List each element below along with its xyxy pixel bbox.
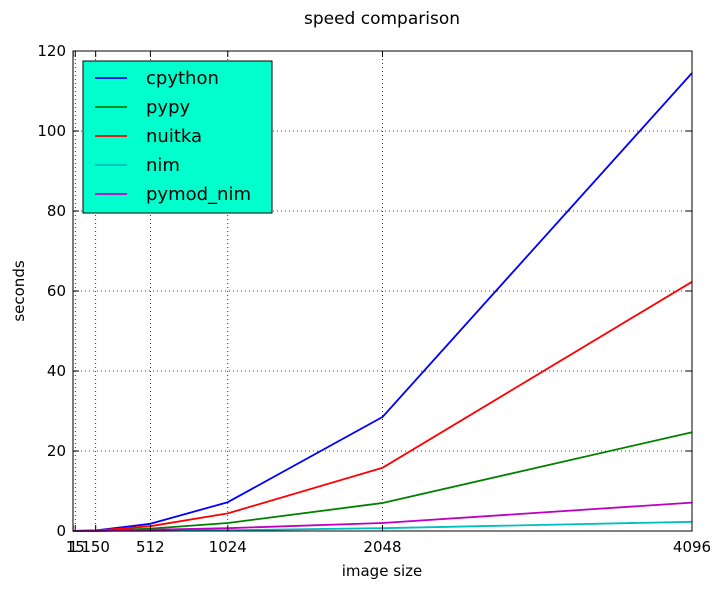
y-tick-label: 120 — [37, 42, 66, 60]
y-tick-label: 80 — [47, 202, 66, 220]
x-axis-label: image size — [342, 562, 423, 580]
legend-label-pymod_nim: pymod_nim — [146, 184, 251, 205]
x-tick-label: 4096 — [673, 538, 711, 556]
legend-label-cpython: cpython — [146, 68, 219, 89]
x-tick-label: 1024 — [209, 538, 247, 556]
legend-label-pypy: pypy — [146, 97, 191, 118]
y-tick-label: 100 — [37, 122, 66, 140]
x-tick-label: 2048 — [363, 538, 401, 556]
x-tick-label: 150 — [81, 538, 110, 556]
legend: cpython pypy nuitka nim pymod_nim — [82, 60, 273, 214]
chart-title: speed comparison — [304, 9, 460, 29]
y-axis-label: seconds — [10, 260, 28, 321]
x-tick-label: 512 — [136, 538, 165, 556]
tick-marks — [72, 50, 693, 532]
x-tick-label: 15 — [66, 538, 85, 556]
y-tick-label: 20 — [47, 442, 66, 460]
y-tick-label: 40 — [47, 362, 66, 380]
legend-box — [82, 60, 273, 214]
legend-label-nim: nim — [146, 155, 180, 176]
y-tick-labels: 0 20 40 60 80 100 120 — [37, 42, 66, 540]
legend-label-nuitka: nuitka — [146, 126, 202, 147]
y-tick-label: 60 — [47, 282, 66, 300]
x-tick-label: 1 — [68, 538, 78, 556]
y-tick-label: 0 — [56, 522, 66, 540]
